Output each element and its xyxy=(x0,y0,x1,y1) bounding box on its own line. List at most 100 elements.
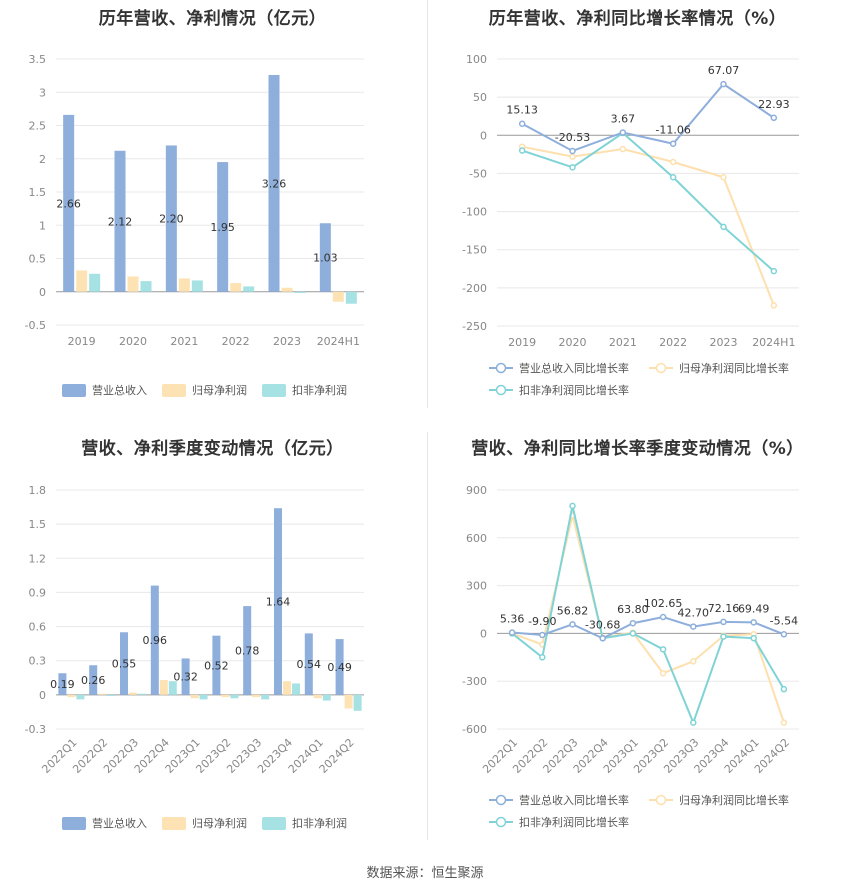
data-label: 102.65 xyxy=(644,597,683,610)
series-point xyxy=(770,114,778,122)
data-source: 数据来源：恒生聚源 xyxy=(366,866,484,881)
series-point xyxy=(508,629,516,636)
bar-parent-profit xyxy=(190,694,199,699)
legend-swatch-marker xyxy=(495,816,507,828)
x-tick-label: 2019 xyxy=(508,336,536,349)
series-point xyxy=(659,646,667,653)
series-point xyxy=(539,654,546,661)
series-point xyxy=(750,619,757,626)
annual-growth-plot: -250 -200 -150 -100 -50 0 50 100 2019 2020 2021 202… xyxy=(462,53,799,397)
bar-revenue xyxy=(63,114,75,292)
x-tick-label: 2023 xyxy=(273,335,301,348)
bar-parent-profit xyxy=(159,680,168,695)
data-label: 72.16 xyxy=(708,602,740,615)
annual-growth-chart: 历年营收、净利同比增长率情况（%） -250 -200 -150 -100 -50 0 50… xyxy=(425,0,850,420)
y-tick-label: -150 xyxy=(462,244,487,257)
legend-swatch xyxy=(262,817,286,830)
series-line-deducted-yoy xyxy=(521,131,775,272)
y-tick-label: -250 xyxy=(462,320,487,333)
series-point xyxy=(720,633,727,640)
legend-label: 归母净利润 xyxy=(192,383,247,397)
bar-revenue xyxy=(58,673,67,695)
bar-revenue xyxy=(120,632,128,695)
bar-deducted-profit xyxy=(353,694,362,711)
bar-deducted-profit xyxy=(199,694,208,700)
series-point xyxy=(569,147,576,155)
bar-deducted-profit xyxy=(89,273,101,292)
legend-swatch-marker xyxy=(655,794,667,806)
series-point xyxy=(669,173,677,181)
series-point xyxy=(569,502,576,510)
x-tick-label: 2019 xyxy=(68,335,96,348)
data-label: 67.07 xyxy=(708,64,740,77)
bar-parent-profit xyxy=(98,693,107,695)
bar-deducted-profit xyxy=(230,694,239,699)
quarterly-growth-plot: -600-30003006009002022Q12022Q22022Q32022… xyxy=(462,484,799,829)
y-tick-label: 0.5 xyxy=(29,253,47,266)
legend-label: 营业总收入 xyxy=(92,383,147,397)
bar-revenue xyxy=(304,633,313,695)
series-point xyxy=(629,619,637,627)
y-tick-label: 0 xyxy=(480,129,487,142)
bar-revenue xyxy=(181,658,190,695)
legend-swatch xyxy=(162,817,186,830)
x-tick-label: 2020 xyxy=(119,335,147,348)
bar-revenue xyxy=(243,606,252,695)
bar-deducted-profit xyxy=(261,694,270,700)
data-label: 3.26 xyxy=(262,177,287,190)
x-tick-label: 2020 xyxy=(559,336,587,349)
series-point xyxy=(770,302,778,309)
bar-parent-profit xyxy=(313,694,322,699)
bar-parent-profit xyxy=(221,694,230,698)
series-point xyxy=(669,158,677,166)
bar-parent-profit xyxy=(344,694,353,709)
x-tick-label: 2024H1 xyxy=(752,336,795,349)
y-tick-label: 0 xyxy=(480,627,487,640)
y-tick-label: -600 xyxy=(462,723,487,736)
series-point xyxy=(569,164,576,171)
data-label: 2.66 xyxy=(56,197,81,210)
data-label: 2.12 xyxy=(108,215,133,228)
bar-deducted-profit xyxy=(191,280,203,292)
bar-deducted-profit xyxy=(292,683,300,695)
y-tick-label: 100 xyxy=(466,53,487,66)
annual-amount-plot: -0.5 0 0.5 1 1.5 2 2.5 3 3.5 2019 2020 2021 2022 2023… xyxy=(25,53,364,397)
x-tick-label: 2021 xyxy=(170,335,198,348)
bar-revenue xyxy=(319,223,331,292)
bar-deducted-profit xyxy=(345,291,357,304)
data-label: -11.06 xyxy=(655,124,690,137)
data-label: 69.49 xyxy=(738,602,770,615)
data-label: 0.32 xyxy=(173,671,198,684)
series-point xyxy=(750,634,757,642)
bar-deducted-profit xyxy=(168,681,177,695)
bar-revenue xyxy=(114,150,126,292)
data-label: 0.26 xyxy=(81,674,106,687)
y-tick-label: 2 xyxy=(39,153,46,166)
data-label: 0.54 xyxy=(297,658,322,671)
annual-amount-chart: 历年营收、净利情况（亿元） -0.5 0 0.5 1 1.5 2 2.5 3 3.5 2019 20… xyxy=(0,0,425,420)
x-tick-label: 2022 xyxy=(222,335,250,348)
bar-parent-profit xyxy=(127,276,139,292)
bar-parent-profit xyxy=(230,283,242,292)
y-tick-label: -0.5 xyxy=(25,319,46,332)
x-tick-label: 2024H1 xyxy=(317,335,360,348)
series-point xyxy=(619,129,627,136)
chart-title: 历年营收、净利同比增长率情况（%） xyxy=(488,9,787,29)
panel-divider-top xyxy=(427,0,428,408)
y-tick-label: 900 xyxy=(466,484,487,497)
legend-label: 扣非净利润 xyxy=(292,816,347,830)
y-tick-label: 0 xyxy=(39,689,46,702)
series-point xyxy=(569,153,576,160)
legend-label: 归母净利润同比增长率 xyxy=(679,361,789,375)
series-point xyxy=(690,658,697,665)
chart-title: 历年营收、净利情况（亿元） xyxy=(98,9,327,29)
bar-parent-profit xyxy=(76,270,88,292)
quarterly-amount-chart: 营收、净利季度变动情况（亿元） -0.3 0 0.3 0.6 0.9 1.2 1.5 1.8 2… xyxy=(0,428,425,853)
y-tick-label: 1.8 xyxy=(29,484,47,497)
series-point xyxy=(720,80,727,88)
bar-revenue xyxy=(212,635,221,695)
y-tick-label: 0.6 xyxy=(29,621,47,634)
chart-title: 营收、净利同比增长率季度变动情况（%） xyxy=(471,439,804,459)
data-label: 15.13 xyxy=(506,104,538,117)
series-point xyxy=(569,621,576,628)
